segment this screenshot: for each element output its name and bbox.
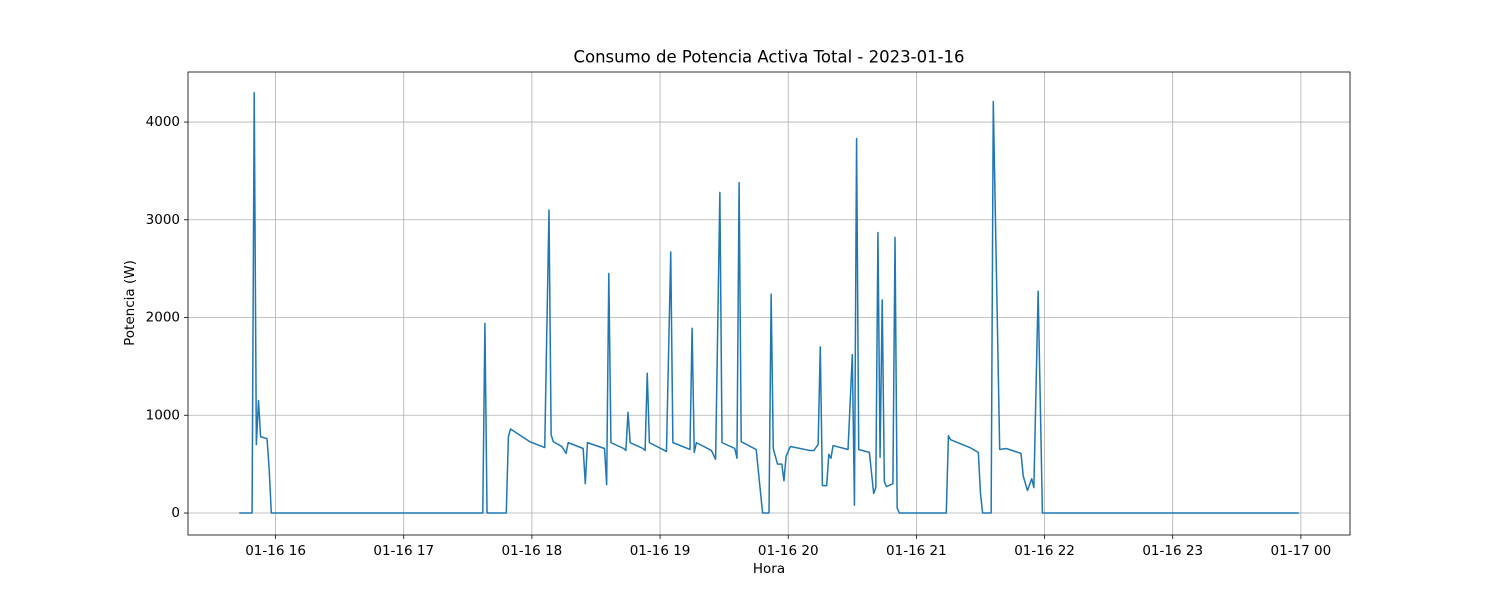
y-tick-label: 0 <box>171 505 180 521</box>
data-line <box>239 91 1299 514</box>
chart-title: Consumo de Potencia Activa Total - 2023-… <box>573 48 964 67</box>
x-tick-label: 01-16 16 <box>245 543 306 559</box>
x-tick-label: 01-16 19 <box>630 543 691 559</box>
axes-frame <box>187 71 1351 536</box>
x-axis-label: Hora <box>753 561 785 577</box>
y-tick-label: 1000 <box>146 407 180 423</box>
y-tick-label: 3000 <box>146 212 180 228</box>
x-tick-label: 01-17 00 <box>1271 543 1332 559</box>
y-tick-label: 4000 <box>146 114 180 130</box>
x-tick-label: 01-16 22 <box>1014 543 1075 559</box>
x-tick-label: 01-16 17 <box>373 543 434 559</box>
x-tick-label: 01-16 23 <box>1142 543 1203 559</box>
x-tick-label: 01-16 21 <box>886 543 947 559</box>
x-tick-label: 01-16 18 <box>502 543 563 559</box>
y-axis-label: Potencia (W) <box>122 260 138 346</box>
y-tick-label: 2000 <box>146 310 180 326</box>
x-tick-label: 01-16 20 <box>758 543 819 559</box>
